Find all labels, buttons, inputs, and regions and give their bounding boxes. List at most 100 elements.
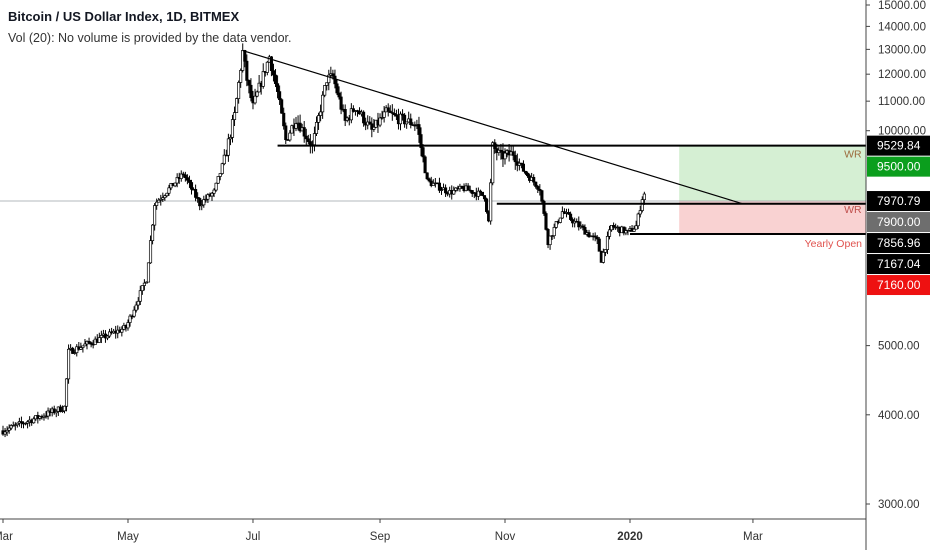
candle-body-103 [212, 189, 216, 194]
candle-body-32 [67, 348, 71, 380]
candle-body-78 [161, 197, 165, 200]
candle-body-283 [581, 225, 585, 228]
candle-body-216 [444, 187, 448, 194]
price-label-bg-6 [867, 275, 930, 296]
candle-body-34 [71, 347, 75, 354]
candle-body-286 [587, 232, 591, 238]
candle-body-38 [79, 347, 83, 350]
candle-body-180 [370, 123, 374, 130]
drawings-layer: Yearly Open [242, 49, 866, 250]
candle-body-95 [196, 197, 200, 199]
candle-body-163 [335, 83, 339, 94]
candle-body-52 [107, 331, 112, 337]
candle-body-298 [612, 225, 616, 228]
price-label-bg-1 [867, 156, 930, 177]
candle-body-84 [173, 182, 177, 187]
y-tick-label-7: 14000.00 [878, 21, 926, 33]
candle-body-58 [120, 328, 124, 333]
candle-body-220 [452, 190, 456, 195]
candle-body-43 [89, 342, 93, 345]
yearly-open-label: Yearly Open [805, 238, 863, 250]
candle-body-270 [554, 221, 558, 228]
candle-body-309 [634, 225, 638, 230]
candle-body-72 [148, 240, 153, 264]
zone-1 [679, 145, 866, 202]
candle-body-89 [183, 174, 187, 179]
candle-body-2 [5, 429, 9, 433]
candle-body-124 [255, 91, 259, 97]
candle-body-249 [511, 151, 515, 156]
price-label-bg-0 [867, 135, 930, 156]
candle-body-260 [534, 181, 538, 187]
candle-body-255 [523, 170, 528, 174]
candle-body-64 [132, 309, 136, 317]
candle-body-116 [239, 70, 243, 83]
candle-body-294 [603, 249, 607, 253]
candle-body-12 [26, 421, 30, 424]
price-labels-layer: 9529.84 9500.00 7970.79 7900.00 7856.96 7167.… [867, 135, 930, 296]
candle-body-297 [610, 225, 614, 231]
candle-body-31 [64, 378, 69, 407]
candle-body-35 [73, 352, 77, 354]
candle-body-69 [142, 282, 146, 286]
candle-body-281 [577, 221, 581, 228]
candle-body-62 [128, 315, 132, 323]
candle-body-250 [513, 155, 517, 163]
candle-body-125 [257, 82, 261, 93]
candle-body-164 [337, 92, 341, 98]
candle-body-196 [403, 114, 407, 125]
chart-title: Bitcoin / US Dollar Index, 1D, BITMEX [8, 9, 240, 24]
candle-body-290 [595, 236, 599, 240]
candle-body-145 [298, 122, 302, 132]
candle-body-107 [220, 163, 224, 174]
candle-body-179 [368, 121, 372, 125]
candle-body-253 [519, 162, 523, 165]
zone-2 [679, 201, 866, 234]
candle-body-81 [167, 187, 171, 194]
candle-body-15 [32, 418, 36, 424]
candle-body-11 [23, 422, 28, 425]
candle-body-26 [54, 411, 58, 414]
candle-body-227 [466, 185, 470, 191]
candle-body-104 [214, 182, 218, 191]
candle-body-268 [550, 235, 554, 237]
candle-body-159 [327, 74, 331, 84]
candle-body-277 [569, 213, 573, 220]
candle-body-259 [532, 177, 536, 183]
candle-body-181 [372, 126, 376, 130]
candle-body-155 [319, 111, 323, 116]
price-label-bg-2 [867, 191, 930, 212]
x-tick-label-5: 2020 [617, 531, 643, 543]
candle-body-239 [491, 142, 495, 184]
candle-body-272 [558, 217, 562, 223]
candle-body-61 [126, 322, 130, 329]
candle-body-154 [316, 115, 321, 123]
x-tick-label-4: Nov [495, 531, 516, 543]
candle-body-119 [245, 60, 249, 81]
price-label-bg-5 [867, 254, 930, 275]
candle-body-77 [159, 198, 163, 201]
candle-body-114 [235, 98, 239, 113]
price-label-4: 7856.96 [877, 236, 921, 250]
candle-body-76 [157, 199, 161, 203]
candle-body-28 [58, 406, 62, 412]
candle-body-94 [194, 189, 198, 198]
candle-body-29 [60, 410, 64, 412]
candle-body-108 [222, 154, 226, 165]
candle-body-30 [62, 405, 67, 412]
y-tick-label-8: 15000.00 [878, 0, 926, 12]
candle-body-192 [394, 114, 398, 117]
candle-body-161 [331, 73, 335, 77]
candle-body-186 [382, 111, 386, 118]
candle-body-153 [314, 121, 319, 134]
y-tick-label-4: 11000.00 [878, 96, 925, 108]
candle-body-262 [538, 188, 542, 191]
candle-body-234 [480, 191, 485, 196]
candle-body-110 [226, 138, 230, 156]
candle-body-87 [179, 173, 183, 179]
candle-body-70 [144, 281, 148, 284]
candle-body-312 [640, 199, 644, 211]
y-tick-label-5: 12000.00 [878, 69, 926, 81]
